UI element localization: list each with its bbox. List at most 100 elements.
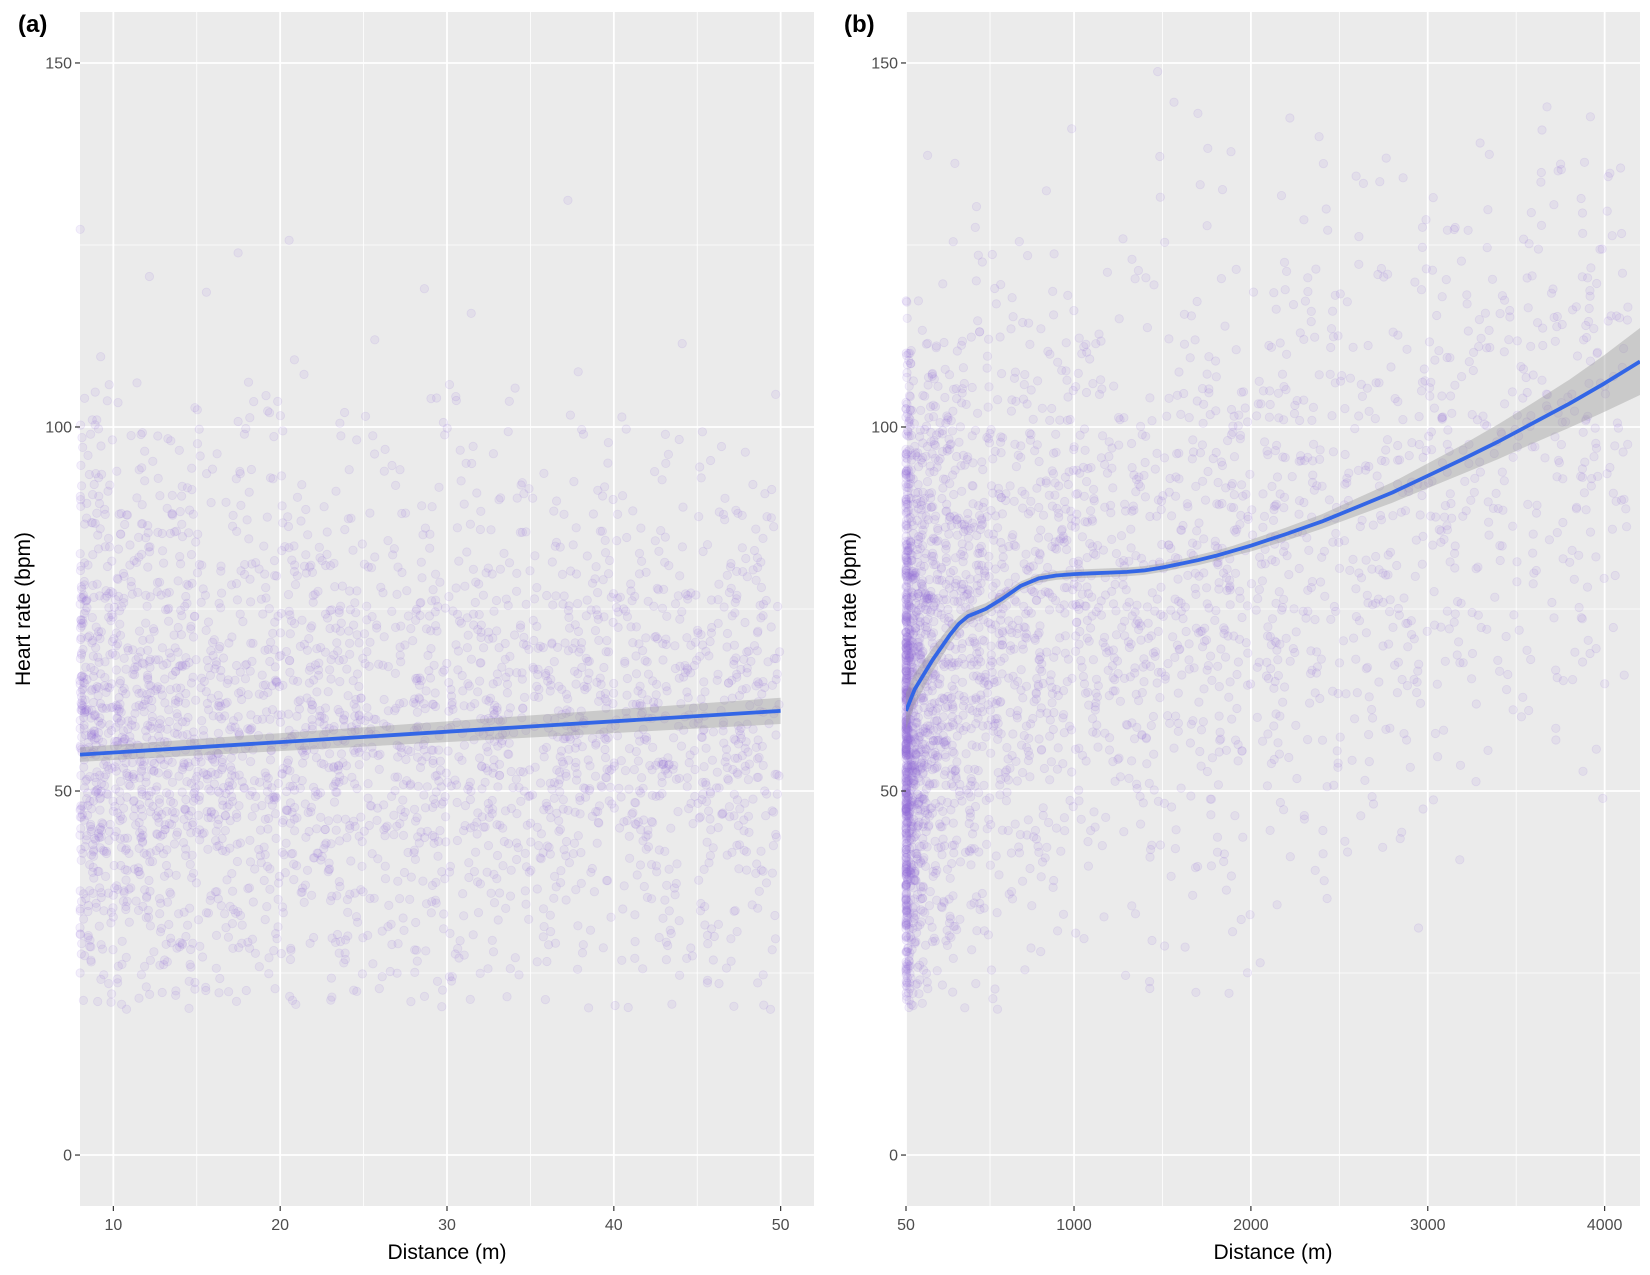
scatter-point bbox=[1229, 503, 1239, 513]
scatter-point bbox=[752, 754, 763, 764]
scatter-point bbox=[635, 701, 645, 711]
scatter-point bbox=[321, 838, 331, 848]
scatter-point bbox=[264, 953, 274, 963]
scatter-point bbox=[1163, 711, 1173, 721]
scatter-point bbox=[375, 749, 385, 759]
scatter-point bbox=[636, 773, 647, 783]
scatter-point bbox=[111, 766, 121, 776]
scatter-point bbox=[759, 1000, 769, 1010]
scatter-point bbox=[955, 422, 966, 432]
scatter-point bbox=[160, 698, 170, 708]
scatter-point bbox=[749, 545, 760, 556]
scatter-point bbox=[80, 841, 90, 852]
scatter-point bbox=[273, 710, 283, 720]
scatter-point bbox=[380, 444, 390, 454]
scatter-point bbox=[228, 510, 238, 521]
scatter-point bbox=[635, 860, 646, 870]
scatter-point bbox=[603, 437, 614, 448]
scatter-point bbox=[1141, 273, 1151, 283]
scatter-point bbox=[1321, 204, 1331, 214]
scatter-point bbox=[947, 426, 958, 436]
scatter-point bbox=[633, 756, 644, 766]
scatter-point bbox=[600, 752, 611, 763]
scatter-point bbox=[677, 542, 688, 552]
scatter-point bbox=[314, 542, 324, 552]
scatter-point bbox=[182, 777, 192, 787]
scatter-point bbox=[1228, 927, 1238, 937]
scatter-point bbox=[515, 623, 526, 633]
scatter-point bbox=[105, 720, 115, 730]
scatter-point bbox=[439, 909, 449, 919]
scatter-point bbox=[594, 696, 604, 706]
scatter-point bbox=[165, 528, 175, 539]
scatter-point bbox=[1272, 900, 1282, 910]
scatter-point bbox=[177, 519, 187, 529]
scatter-point bbox=[78, 618, 88, 628]
scatter-point bbox=[971, 202, 982, 212]
scatter-point bbox=[155, 491, 165, 501]
scatter-point bbox=[351, 703, 361, 713]
scatter-point bbox=[418, 876, 428, 886]
scatter-point bbox=[115, 630, 126, 640]
scatter-point bbox=[389, 544, 399, 554]
scatter-point bbox=[1267, 481, 1277, 491]
scatter-point bbox=[587, 811, 597, 821]
scatter-point bbox=[299, 743, 310, 753]
scatter-point bbox=[362, 601, 372, 611]
scatter-point bbox=[549, 871, 560, 882]
scatter-point bbox=[624, 743, 635, 754]
scatter-point bbox=[108, 903, 118, 913]
scatter-point bbox=[643, 842, 654, 852]
scatter-point bbox=[926, 427, 936, 437]
scatter-point bbox=[82, 774, 92, 784]
scatter-point bbox=[1192, 526, 1202, 536]
scatter-point bbox=[111, 784, 121, 794]
scatter-point bbox=[584, 785, 595, 796]
scatter-point bbox=[628, 638, 638, 648]
scatter-point bbox=[285, 766, 295, 776]
scatter-point bbox=[285, 818, 295, 828]
scatter-point bbox=[724, 802, 735, 812]
scatter-point bbox=[1495, 555, 1505, 566]
scatter-point bbox=[1140, 492, 1151, 502]
scatter-point bbox=[1417, 559, 1427, 569]
scatter-point bbox=[307, 621, 317, 631]
scatter-point bbox=[107, 989, 117, 999]
scatter-point bbox=[460, 581, 470, 591]
scatter-point bbox=[559, 509, 569, 519]
scatter-point bbox=[740, 761, 750, 771]
scatter-point bbox=[1008, 671, 1018, 681]
scatter-point bbox=[1203, 143, 1213, 153]
scatter-point bbox=[246, 464, 256, 475]
scatter-point bbox=[447, 697, 457, 707]
scatter-point bbox=[319, 502, 329, 512]
scatter-point bbox=[303, 530, 313, 540]
scatter-point bbox=[1034, 533, 1044, 543]
scatter-point bbox=[436, 782, 446, 792]
scatter-point bbox=[108, 945, 118, 955]
scatter-point bbox=[287, 555, 297, 565]
scatter-point bbox=[674, 970, 685, 980]
scatter-point bbox=[772, 769, 782, 780]
scatter-point bbox=[398, 779, 408, 790]
scatter-point bbox=[480, 777, 490, 787]
scatter-point bbox=[1326, 342, 1336, 353]
scatter-point bbox=[398, 913, 408, 923]
scatter-point bbox=[147, 695, 157, 706]
scatter-point bbox=[1184, 639, 1194, 649]
scatter-point bbox=[1409, 634, 1419, 644]
scatter-point bbox=[252, 714, 262, 725]
scatter-point bbox=[87, 415, 97, 425]
scatter-point bbox=[96, 441, 106, 451]
scatter-point bbox=[737, 543, 747, 553]
scatter-point bbox=[1036, 525, 1046, 535]
scatter-point bbox=[736, 733, 746, 744]
scatter-point bbox=[931, 343, 941, 353]
scatter-point bbox=[1049, 652, 1059, 662]
scatter-point bbox=[620, 658, 630, 668]
scatter-point bbox=[1273, 655, 1283, 665]
scatter-point bbox=[1160, 237, 1170, 247]
scatter-point bbox=[972, 530, 982, 541]
scatter-point bbox=[395, 465, 405, 475]
scatter-point bbox=[323, 867, 333, 877]
